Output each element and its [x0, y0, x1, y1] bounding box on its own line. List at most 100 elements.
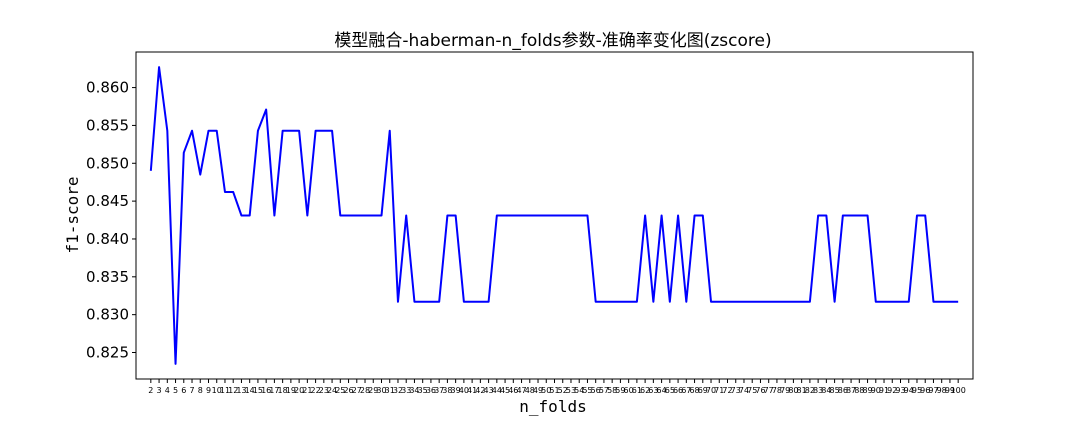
x-tick-label: 94: [904, 386, 914, 395]
x-tick-label: 52: [558, 386, 568, 395]
x-tick-label: 75: [747, 386, 757, 395]
x-tick-label: 5: [173, 386, 178, 395]
x-tick-label: 83: [813, 386, 823, 395]
x-tick-label: 79: [780, 386, 790, 395]
x-tick-label: 37: [434, 386, 444, 395]
x-tick-label: 55: [582, 386, 592, 395]
x-tick-label: 29: [368, 386, 378, 395]
y-tick-label: 0.850: [86, 154, 129, 172]
x-tick-label: 23: [319, 386, 329, 395]
x-tick-label: 8: [198, 386, 203, 395]
x-tick-label: 43: [484, 386, 494, 395]
x-tick-label: 10: [212, 386, 222, 395]
x-tick-label: 93: [895, 386, 905, 395]
x-tick-label: 53: [566, 386, 576, 395]
x-tick-label: 35: [418, 386, 428, 395]
x-tick-label: 4: [165, 386, 170, 395]
x-tick-label: 27: [352, 386, 362, 395]
x-tick-label: 47: [516, 386, 526, 395]
x-tick-label: 25: [335, 386, 345, 395]
x-tick-label: 96: [920, 386, 930, 395]
x-tick-label: 78: [772, 386, 782, 395]
x-tick-label: 92: [887, 386, 897, 395]
x-tick-label: 40: [459, 386, 469, 395]
x-tick-label: 41: [467, 386, 477, 395]
x-tick-label: 95: [912, 386, 922, 395]
x-tick-label: 33: [401, 386, 411, 395]
x-tick-label: 45: [500, 386, 510, 395]
x-tick-label: 89: [862, 386, 872, 395]
y-tick-label: 0.830: [86, 306, 129, 324]
x-tick-label: 32: [393, 386, 403, 395]
x-tick-label: 44: [492, 386, 502, 395]
y-axis: 0.825 0.830 0.835 0.840 0.845 0.850 0.855 0.860: [86, 79, 136, 362]
x-tick-label: 74: [739, 386, 749, 395]
x-tick-label: 62: [640, 386, 650, 395]
x-tick-label: 80: [788, 386, 798, 395]
x-tick-label: 3: [157, 386, 162, 395]
x-tick-label: 100: [951, 386, 966, 395]
x-tick-label: 61: [632, 386, 642, 395]
x-tick-label: 87: [846, 386, 856, 395]
x-tick-label: 57: [599, 386, 609, 395]
y-tick-label: 0.825: [86, 344, 129, 362]
x-tick-label: 34: [409, 386, 419, 395]
x-tick-label: 39: [451, 386, 461, 395]
x-tick-label: 42: [475, 386, 485, 395]
x-tick-label: 31: [385, 386, 395, 395]
x-tick-label: 58: [607, 386, 617, 395]
x-tick-label: 15: [253, 386, 263, 395]
y-tick-label: 0.835: [86, 268, 129, 286]
x-tick-label: 88: [854, 386, 864, 395]
x-tick-label: 85: [830, 386, 840, 395]
x-tick-label: 56: [591, 386, 601, 395]
x-tick-label: 26: [343, 386, 353, 395]
x-tick-label: 6: [181, 386, 186, 395]
x-tick-label: 90: [871, 386, 881, 395]
x-tick-label: 24: [327, 386, 337, 395]
x-tick-label: 28: [360, 386, 370, 395]
x-tick-label: 81: [797, 386, 807, 395]
x-tick-label: 69: [698, 386, 708, 395]
x-tick-label: 9: [206, 386, 211, 395]
x-tick-label: 86: [838, 386, 848, 395]
x-tick-label: 20: [294, 386, 304, 395]
x-tick-label: 14: [245, 386, 255, 395]
x-tick-label: 73: [731, 386, 741, 395]
x-tick-label: 12: [228, 386, 238, 395]
x-tick-label: 99: [945, 386, 955, 395]
x-tick-label: 76: [755, 386, 765, 395]
series-line: [149, 66, 959, 365]
x-tick-label: 70: [706, 386, 716, 395]
x-tick-label: 50: [541, 386, 551, 395]
x-tick-label: 97: [928, 386, 938, 395]
x-tick-label: 91: [879, 386, 889, 395]
x-tick-label: 30: [376, 386, 386, 395]
x-tick-label: 13: [236, 386, 246, 395]
x-tick-label: 64: [657, 386, 667, 395]
x-tick-label: 16: [261, 386, 271, 395]
x-tick-label: 71: [714, 386, 724, 395]
x-tick-label: 98: [937, 386, 947, 395]
x-tick-label: 63: [648, 386, 658, 395]
x-tick-label: 72: [722, 386, 732, 395]
x-tick-label: 59: [615, 386, 625, 395]
x-tick-label: 68: [689, 386, 699, 395]
x-axis: 2 3 4 5 6 7 8 9 10111213141516171819202122232425…: [148, 379, 966, 395]
x-tick-label: 51: [549, 386, 559, 395]
x-tick-label: 21: [302, 386, 312, 395]
x-tick-label: 2: [148, 386, 153, 395]
x-tick-label: 18: [278, 386, 288, 395]
y-tick-label: 0.860: [86, 79, 129, 97]
x-tick-label: 38: [442, 386, 452, 395]
x-tick-label: 66: [673, 386, 683, 395]
x-tick-label: 77: [764, 386, 774, 395]
x-tick-label: 19: [286, 386, 296, 395]
y-tick-label: 0.855: [86, 116, 129, 134]
y-axis-label: f1-score: [63, 176, 82, 253]
x-tick-label: 84: [821, 386, 831, 395]
y-tick-label: 0.840: [86, 230, 129, 248]
x-tick-label: 48: [525, 386, 535, 395]
x-tick-label: 82: [805, 386, 815, 395]
